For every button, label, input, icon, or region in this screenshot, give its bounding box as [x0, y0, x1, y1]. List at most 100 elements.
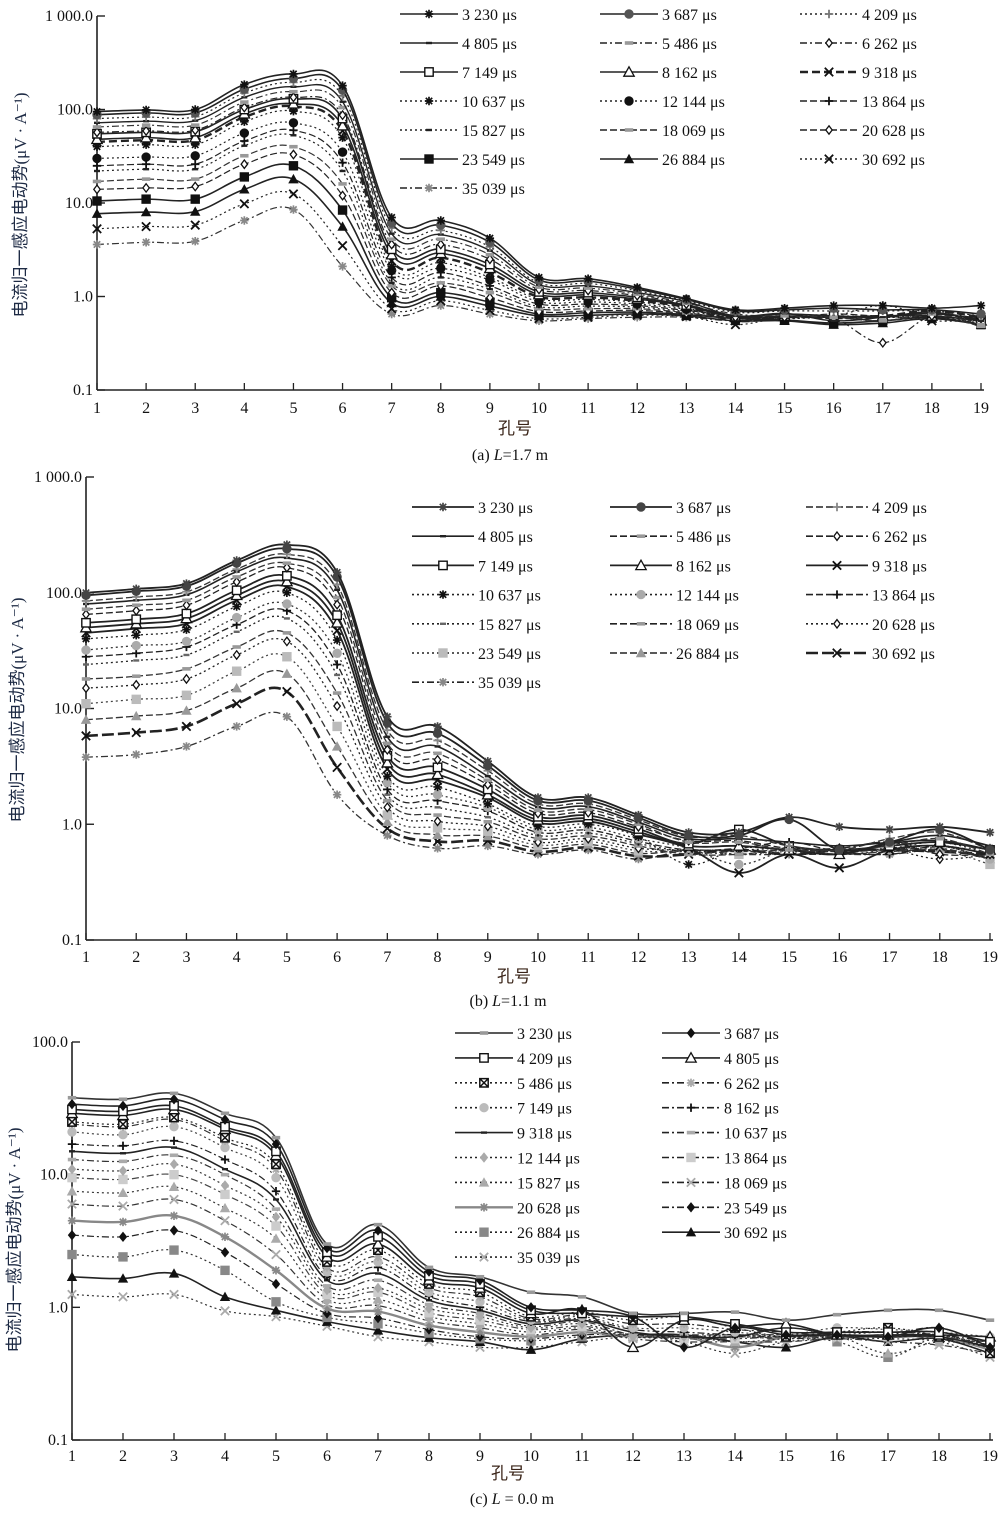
data-point	[577, 1295, 587, 1299]
legend-item: 4 805 μs	[412, 529, 533, 546]
series-0	[81, 540, 995, 837]
data-point	[371, 1237, 385, 1249]
x-tick-label: 10	[523, 1448, 539, 1465]
data-point	[333, 700, 342, 712]
data-point	[976, 322, 986, 327]
data-point	[117, 1273, 129, 1283]
y-tick-label: 100.0	[57, 102, 93, 119]
x-tick-label: 19	[982, 949, 998, 966]
legend-marker	[440, 622, 446, 625]
data-point	[784, 813, 794, 822]
data-point	[141, 123, 151, 127]
legend-marker	[438, 502, 448, 512]
data-point	[181, 636, 192, 647]
data-point	[387, 237, 396, 242]
y-tick-label: 1 000.0	[34, 469, 82, 486]
data-point	[92, 153, 102, 164]
legend-marker	[686, 1130, 696, 1135]
data-point	[168, 1268, 180, 1278]
data-point	[878, 301, 887, 310]
data-point	[92, 107, 102, 116]
legend-marker	[479, 1203, 489, 1212]
y-tick-label: 1 000.0	[45, 8, 93, 25]
data-point	[271, 1187, 281, 1196]
data-point	[935, 822, 944, 832]
y-tick-label: 0.1	[73, 382, 93, 399]
data-point	[781, 1329, 791, 1341]
data-point	[684, 860, 693, 869]
data-point	[834, 845, 845, 855]
data-point	[169, 1289, 179, 1300]
legend-label: 3 230 μs	[478, 500, 533, 517]
data-point	[220, 1180, 230, 1191]
data-point	[131, 727, 142, 738]
legend-item: 5 486 μs	[600, 36, 717, 53]
legend-marker	[684, 1051, 698, 1063]
data-point	[282, 599, 292, 609]
data-point	[289, 106, 298, 116]
legend-marker	[623, 153, 635, 164]
data-point	[271, 1211, 281, 1223]
legend-label: 4 209 μs	[872, 500, 927, 517]
data-point	[383, 744, 392, 756]
legend-marker	[424, 183, 434, 193]
data-point	[169, 1094, 179, 1105]
data-point	[985, 1318, 995, 1322]
data-point	[322, 1284, 332, 1288]
caption-variable: L	[491, 1491, 501, 1508]
legend-item: 35 039 μs	[400, 181, 525, 198]
data-point	[168, 1181, 180, 1192]
legend-item: 4 209 μs	[800, 7, 917, 24]
data-point	[67, 1095, 77, 1100]
legend-label: 26 884 μs	[676, 646, 739, 663]
legend-marker	[686, 1078, 696, 1087]
data-point	[67, 1229, 77, 1241]
data-point	[780, 1342, 792, 1352]
legend-label: 35 039 μs	[517, 1250, 580, 1267]
data-point	[373, 1278, 383, 1283]
data-point	[333, 599, 342, 610]
data-point	[935, 836, 944, 841]
x-tick-label: 8	[425, 1448, 433, 1465]
legend-label: 5 486 μs	[676, 529, 731, 546]
data-point	[634, 832, 643, 841]
legend-label: 35 039 μs	[478, 675, 541, 692]
legend-item: 8 162 μs	[610, 558, 731, 575]
data-point	[784, 841, 794, 851]
data-point	[131, 640, 141, 651]
data-point	[679, 1342, 689, 1353]
data-point	[281, 668, 293, 678]
legend-label: 15 827 μs	[478, 617, 541, 634]
x-tick-label: 7	[383, 949, 391, 966]
y-tick-label: 1.0	[73, 289, 93, 306]
x-tick-label: 1	[82, 949, 90, 966]
data-point	[382, 816, 393, 826]
data-point	[91, 208, 103, 218]
legend-marker	[438, 560, 448, 571]
x-tick-label: 19	[973, 400, 989, 417]
data-point	[583, 286, 593, 290]
y-tick-label: 1.0	[48, 1299, 68, 1316]
legend-item: 10 637 μs	[400, 94, 525, 111]
legend-item: 26 884 μs	[600, 152, 725, 169]
data-point	[94, 121, 100, 125]
data-point	[222, 1167, 228, 1171]
data-point	[182, 673, 191, 685]
data-point	[525, 1344, 537, 1354]
legend-label: 13 864 μs	[872, 588, 935, 605]
data-point	[192, 167, 199, 171]
legend-item: 4 805 μs	[400, 36, 517, 53]
x-tick-label: 4	[240, 400, 248, 417]
data-point	[232, 576, 241, 588]
data-point	[734, 852, 744, 857]
data-point	[485, 292, 494, 304]
legend-marker	[686, 1027, 696, 1039]
data-point	[433, 722, 442, 731]
legend-label: 18 069 μs	[662, 123, 725, 140]
legend-label: 3 230 μs	[517, 1026, 572, 1043]
legend-label: 12 144 μs	[676, 588, 739, 605]
x-axis-label: 孔号	[497, 967, 531, 986]
data-point	[288, 173, 299, 184]
data-point	[239, 128, 250, 138]
x-tick-label: 14	[731, 949, 747, 966]
